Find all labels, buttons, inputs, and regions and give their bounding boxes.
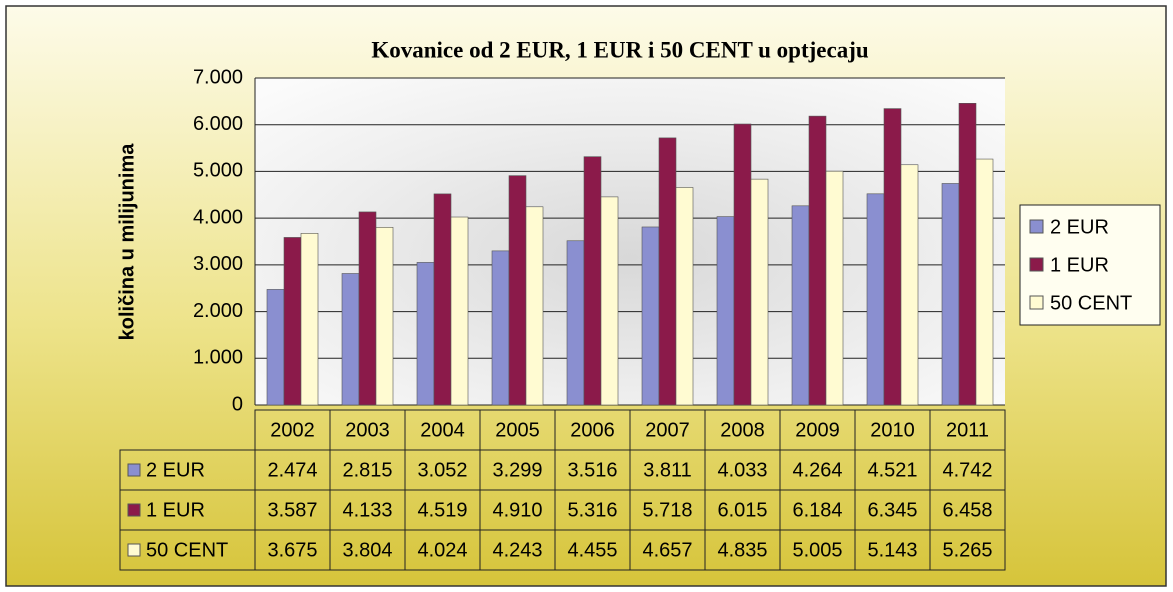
bar xyxy=(509,176,526,405)
table-value: 5.265 xyxy=(942,539,992,561)
bar xyxy=(376,227,393,405)
table-value: 6.458 xyxy=(942,499,992,521)
table-swatch xyxy=(128,464,140,476)
bar xyxy=(342,273,359,405)
bar xyxy=(601,197,618,405)
y-tick-label: 7.000 xyxy=(193,66,243,88)
table-series-name: 2 EUR xyxy=(146,459,205,481)
bar xyxy=(959,103,976,405)
x-tick-label: 2011 xyxy=(946,419,989,441)
table-value: 6.345 xyxy=(867,499,917,521)
bar xyxy=(451,217,468,405)
legend-swatch xyxy=(1030,220,1043,233)
table-value: 2.815 xyxy=(342,459,392,481)
y-tick-label: 5.000 xyxy=(193,160,243,182)
bar xyxy=(567,241,584,405)
bar xyxy=(867,194,884,405)
table-value: 3.299 xyxy=(492,459,542,481)
table-series-name: 50 CENT xyxy=(146,539,228,561)
bar xyxy=(976,159,993,405)
bar xyxy=(267,289,284,405)
bar xyxy=(901,165,918,405)
table-value: 5.143 xyxy=(867,539,917,561)
table-value: 2.474 xyxy=(267,459,317,481)
table-value: 3.804 xyxy=(342,539,392,561)
table-swatch xyxy=(128,504,140,516)
table-value: 3.516 xyxy=(567,459,617,481)
bar xyxy=(584,157,601,405)
table-value: 5.005 xyxy=(792,539,842,561)
y-tick-label: 2.000 xyxy=(193,300,243,322)
bar xyxy=(659,138,676,405)
table-value: 3.675 xyxy=(267,539,317,561)
bar xyxy=(359,212,376,405)
table-value: 6.015 xyxy=(717,499,767,521)
table-value: 4.033 xyxy=(717,459,767,481)
table-value: 4.133 xyxy=(342,499,392,521)
y-tick-label: 6.000 xyxy=(193,113,243,135)
chart: Kovanice od 2 EUR, 1 EUR i 50 CENT u opt… xyxy=(0,0,1173,592)
bar xyxy=(492,251,509,405)
bar xyxy=(301,233,318,405)
legend-swatch xyxy=(1030,258,1043,271)
x-tick-label: 2003 xyxy=(345,419,390,441)
bar xyxy=(526,207,543,405)
y-tick-label: 3.000 xyxy=(193,253,243,275)
bar xyxy=(676,187,693,405)
legend-label: 50 CENT xyxy=(1050,292,1132,314)
bar xyxy=(826,171,843,405)
bar xyxy=(417,262,434,405)
table-value: 5.718 xyxy=(642,499,692,521)
table-value: 4.519 xyxy=(417,499,467,521)
bar xyxy=(434,194,451,405)
chart-title: Kovanice od 2 EUR, 1 EUR i 50 CENT u opt… xyxy=(371,37,869,62)
table-value: 4.742 xyxy=(942,459,992,481)
x-tick-label: 2008 xyxy=(720,419,765,441)
legend-swatch xyxy=(1030,296,1043,309)
x-tick-label: 2002 xyxy=(270,419,315,441)
bar xyxy=(734,124,751,405)
bar xyxy=(884,109,901,405)
table-value: 4.455 xyxy=(567,539,617,561)
table-value: 5.316 xyxy=(567,499,617,521)
bar xyxy=(792,206,809,405)
y-tick-label: 0 xyxy=(232,393,243,415)
table-value: 6.184 xyxy=(792,499,842,521)
table-value: 3.811 xyxy=(643,459,692,481)
x-tick-label: 2004 xyxy=(420,419,465,441)
x-tick-label: 2006 xyxy=(570,419,615,441)
bar xyxy=(284,237,301,405)
table-value: 4.657 xyxy=(642,539,692,561)
table-value: 4.243 xyxy=(492,539,542,561)
table-value: 3.052 xyxy=(417,459,467,481)
table-value: 4.521 xyxy=(867,459,917,481)
bar xyxy=(809,116,826,405)
x-tick-label: 2005 xyxy=(495,419,540,441)
table-swatch xyxy=(128,544,140,556)
table-value: 4.264 xyxy=(792,459,842,481)
table-value: 3.587 xyxy=(267,499,317,521)
y-tick-label: 1.000 xyxy=(193,347,243,369)
table-value: 4.024 xyxy=(417,539,467,561)
x-tick-label: 2007 xyxy=(645,419,690,441)
legend-label: 2 EUR xyxy=(1050,216,1109,238)
bar xyxy=(717,217,734,405)
bar xyxy=(942,183,959,405)
x-tick-label: 2010 xyxy=(870,419,915,441)
table-value: 4.835 xyxy=(717,539,767,561)
x-tick-label: 2009 xyxy=(795,419,840,441)
bar xyxy=(642,227,659,405)
legend-label: 1 EUR xyxy=(1050,254,1109,276)
y-tick-label: 4.000 xyxy=(193,206,243,228)
table-value: 4.910 xyxy=(492,499,542,521)
y-axis-label: količina u milijunima xyxy=(116,143,138,341)
table-series-name: 1 EUR xyxy=(146,499,205,521)
bar xyxy=(751,179,768,405)
